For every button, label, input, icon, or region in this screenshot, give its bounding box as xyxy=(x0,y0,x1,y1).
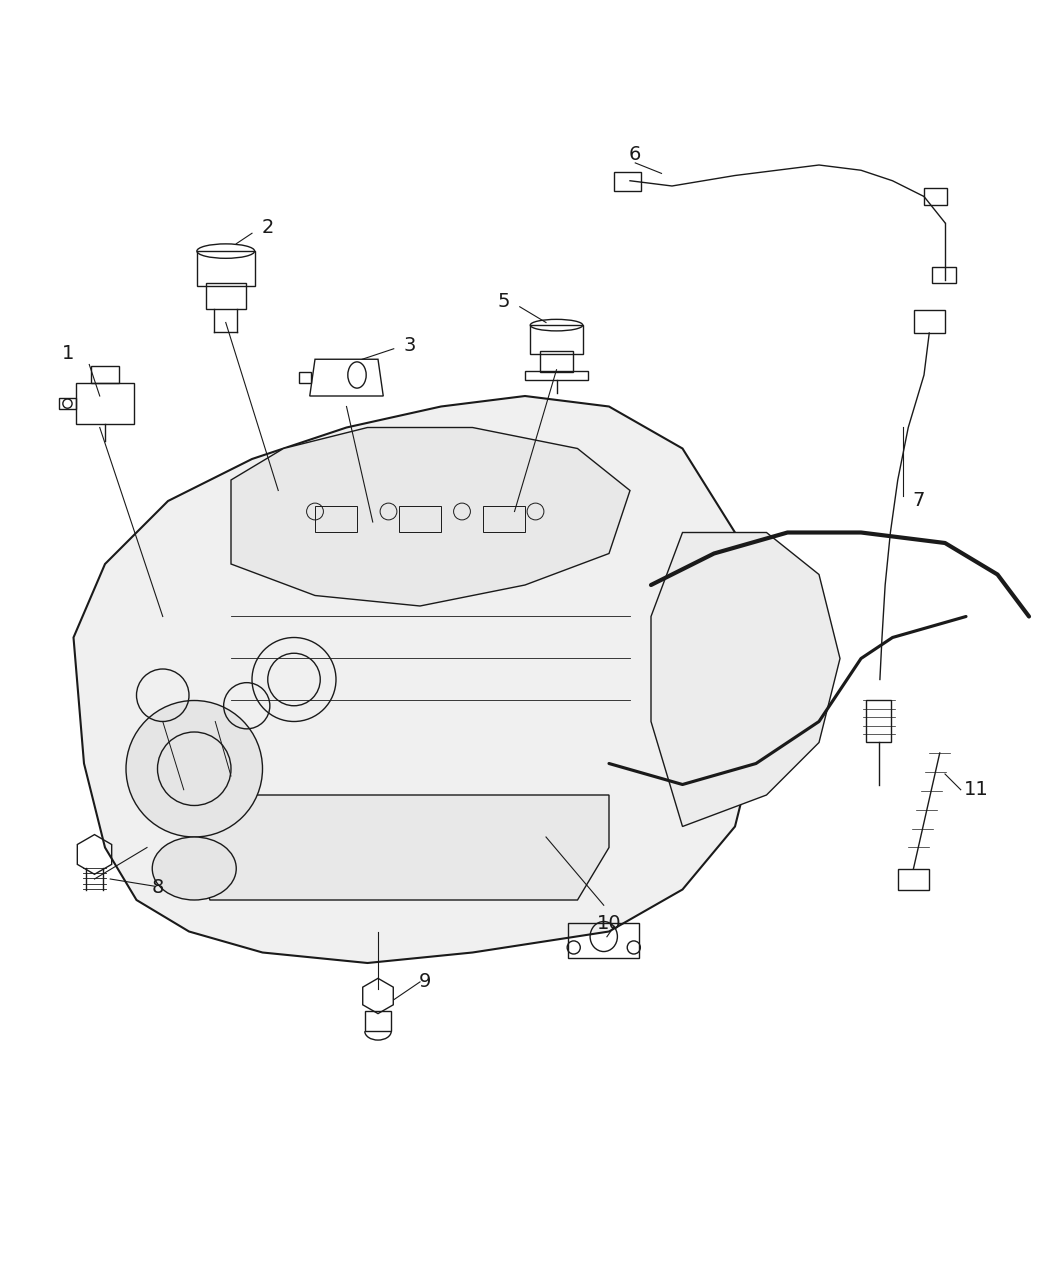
Bar xyxy=(90,366,120,384)
Bar xyxy=(866,700,891,742)
Bar xyxy=(932,266,956,283)
Bar xyxy=(898,868,929,890)
Bar xyxy=(525,371,588,380)
Bar xyxy=(530,325,583,354)
Bar xyxy=(914,310,945,333)
Text: 2: 2 xyxy=(261,218,274,237)
Text: 11: 11 xyxy=(964,780,989,799)
Bar xyxy=(540,352,573,372)
Bar xyxy=(59,398,77,409)
Bar xyxy=(197,251,254,286)
Text: 6: 6 xyxy=(629,145,642,164)
Polygon shape xyxy=(189,796,609,900)
Bar xyxy=(299,372,311,382)
Bar xyxy=(206,283,246,309)
Text: 5: 5 xyxy=(498,292,510,311)
Bar xyxy=(483,506,525,533)
Text: 9: 9 xyxy=(419,973,432,992)
Ellipse shape xyxy=(152,836,236,900)
Text: 8: 8 xyxy=(151,878,164,896)
Polygon shape xyxy=(651,533,840,826)
Text: 3: 3 xyxy=(403,337,416,356)
Text: 7: 7 xyxy=(912,491,925,510)
Polygon shape xyxy=(74,397,766,963)
Bar xyxy=(924,189,947,205)
Text: 10: 10 xyxy=(596,914,622,932)
Circle shape xyxy=(126,700,262,836)
Polygon shape xyxy=(231,427,630,606)
Bar xyxy=(614,172,640,191)
Bar xyxy=(364,1011,392,1031)
Bar xyxy=(399,506,441,533)
Text: 1: 1 xyxy=(62,344,75,363)
Bar xyxy=(315,506,357,533)
